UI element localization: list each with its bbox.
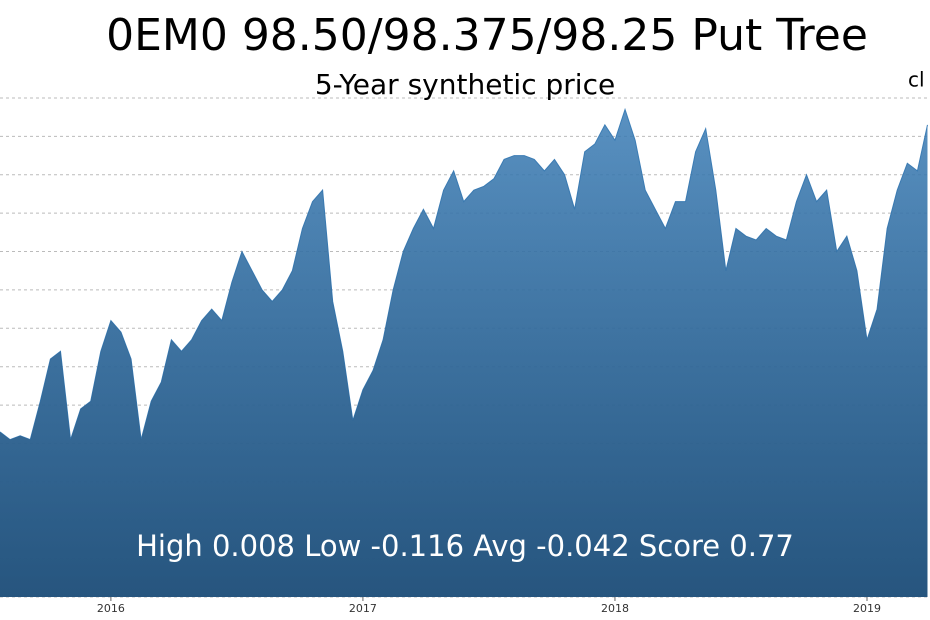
- stats-annotation: High 0.008 Low -0.116 Avg -0.042 Score 0…: [136, 529, 794, 563]
- x-tick-label: 2018: [601, 602, 629, 615]
- legend-fragment: cl: [908, 68, 925, 92]
- chart-subtitle: 5-Year synthetic price: [315, 68, 615, 101]
- area-fill: [0, 109, 928, 597]
- x-tick-label: 2016: [97, 602, 125, 615]
- chart-title: 0EM0 98.50/98.375/98.25 Put Tree: [106, 10, 868, 61]
- x-tick-label: 2019: [853, 602, 881, 615]
- x-axis: 2016 2017 2018 2019: [97, 597, 881, 615]
- plot-area: [0, 107, 928, 597]
- x-tick-label: 2017: [349, 602, 377, 615]
